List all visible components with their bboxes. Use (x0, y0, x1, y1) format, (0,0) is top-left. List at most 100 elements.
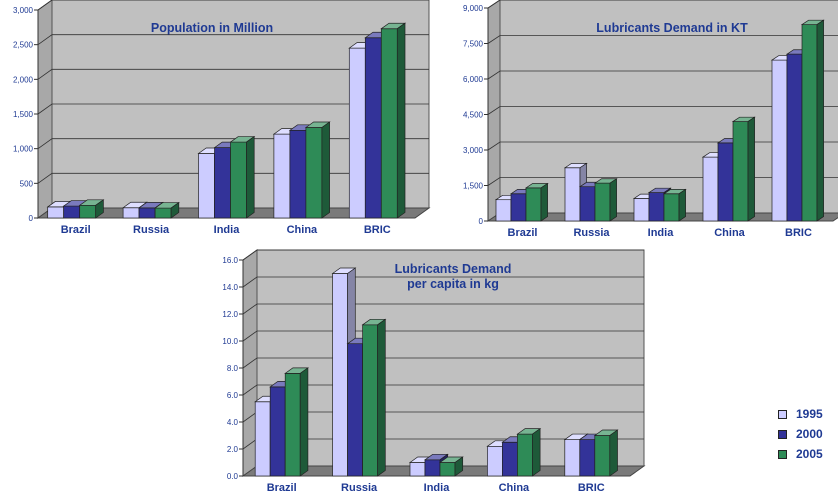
bar-front (154, 207, 172, 219)
bar-side (396, 22, 406, 219)
y-tick-label: 0 (29, 214, 34, 223)
bar-front (47, 206, 65, 219)
bar-side (532, 427, 541, 477)
bar-front (732, 121, 749, 222)
bar-front (409, 462, 426, 477)
x-tick-label: China (499, 482, 530, 494)
bar-front (269, 386, 286, 477)
y-tick-label: 6.0 (227, 391, 239, 400)
bar-side (246, 135, 255, 219)
chart-3: 0.0 2.0 4.0 6.0 8.0 10.0 12.0 14.0 16.0 Brazil Rus… (222, 249, 646, 494)
bar-front (771, 59, 788, 222)
bar-front (633, 198, 650, 222)
legend-swatch-1995 (778, 409, 787, 419)
y-tick-label: 12.0 (222, 310, 238, 319)
gridline (242, 303, 644, 315)
bar-front (525, 187, 542, 222)
bar-2005-china (304, 121, 331, 219)
x-tick-label: Russia (573, 227, 610, 239)
bar-2005-india (438, 456, 464, 477)
bar-2005-brazil (284, 367, 309, 477)
gridline (242, 249, 644, 261)
bar-front (594, 435, 611, 477)
bar-2005-russia (593, 178, 618, 222)
bar-front (332, 273, 348, 477)
bar-front (717, 142, 734, 222)
y-tick-label: 6,000 (463, 75, 484, 84)
y-tick-label: 9,000 (463, 4, 484, 13)
x-tick-label: BRIC (364, 224, 391, 236)
bar-2005-india (229, 135, 256, 219)
bar-front (138, 207, 156, 219)
x-tick-label: Russia (133, 224, 170, 236)
y-tick-label: 16.0 (222, 256, 238, 265)
bar-front (579, 439, 596, 477)
gridline (242, 330, 644, 342)
bar-front (214, 147, 231, 219)
x-tick-label: BRIC (578, 482, 605, 494)
bar-front (364, 37, 382, 219)
x-tick-label: Russia (341, 482, 378, 494)
bar-side (321, 121, 330, 219)
bar-side (678, 188, 686, 222)
bar-front (254, 401, 271, 477)
y-tick-label: 8.0 (227, 364, 239, 373)
bar-side (816, 19, 824, 222)
bar-side (454, 456, 464, 477)
gridline (37, 0, 429, 11)
bar-front (198, 153, 215, 219)
bar-2005-brazil (78, 199, 105, 219)
gridline (242, 384, 644, 396)
y-tick-label: 3,000 (13, 6, 34, 15)
bar-side (170, 201, 180, 219)
bar-front (801, 24, 818, 222)
bar-front (702, 156, 719, 222)
x-tick-label: India (648, 227, 675, 239)
y-tick-label: 10.0 (222, 337, 238, 346)
gridline (487, 35, 838, 44)
bar-front (347, 343, 363, 477)
bar-front (439, 462, 456, 477)
bar-2005-bric (800, 19, 825, 222)
y-tick-label: 2.0 (227, 445, 239, 454)
bar-front (362, 324, 378, 477)
bar-front (487, 445, 503, 477)
y-tick-label: 3,000 (463, 146, 484, 155)
bar-side (299, 367, 309, 477)
bar-side (540, 182, 548, 222)
bar-front (564, 167, 581, 222)
x-tick-label: India (424, 482, 451, 494)
chart-title: Lubricants Demand in KT (596, 21, 748, 35)
bar-front (786, 53, 803, 222)
y-tick-label: 4,500 (463, 111, 484, 120)
gridline (37, 34, 429, 45)
bar-front (663, 193, 680, 222)
y-tick-label: 0 (479, 217, 484, 226)
bar-2005-china (516, 427, 542, 477)
x-tick-label: China (287, 224, 318, 236)
x-tick-label: Brazil (61, 224, 91, 236)
bar-2005-bric (380, 22, 407, 219)
bar-side (609, 178, 617, 222)
bar-2005-russia (154, 201, 180, 219)
bar-2005-bric (593, 429, 619, 477)
y-tick-label: 2,500 (13, 41, 34, 50)
bar-front (495, 199, 512, 222)
legend: 1995 2000 2005 (778, 404, 823, 464)
gridline (242, 357, 644, 369)
bar-2005-india (662, 188, 687, 222)
bar-front (594, 182, 611, 222)
gridline (37, 68, 429, 80)
chart-title: Lubricants Demand (395, 262, 512, 276)
bar-front (79, 204, 97, 219)
bar-front (348, 47, 366, 219)
legend-label: 2005 (796, 447, 823, 461)
legend-swatch-2000 (778, 429, 787, 439)
x-tick-label: Brazil (508, 227, 538, 239)
y-tick-label: 1,500 (13, 110, 34, 119)
y-tick-label: 1,500 (463, 182, 484, 191)
legend-label: 2000 (796, 427, 823, 441)
bar-front (63, 205, 81, 219)
bar-front (648, 192, 665, 222)
